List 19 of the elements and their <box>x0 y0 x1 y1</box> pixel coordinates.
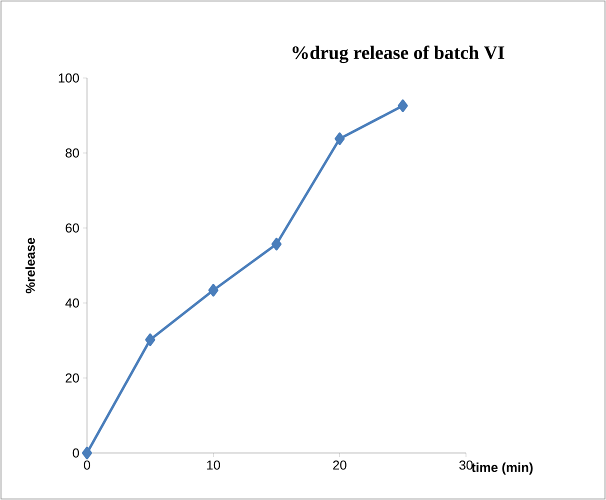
x-tick-label: 30 <box>459 460 473 470</box>
y-axis-title: %release <box>25 238 35 294</box>
y-tick-label: 60 <box>66 223 79 233</box>
point <box>271 238 282 250</box>
y-tick-label: 40 <box>65 298 79 308</box>
point <box>334 132 345 146</box>
point <box>145 333 156 346</box>
y-tick-label: 0 <box>72 448 79 458</box>
point <box>398 99 408 112</box>
y-tick-label: 80 <box>66 148 79 158</box>
point <box>208 284 218 297</box>
y-tick-label: 20 <box>66 373 79 383</box>
x-tick-label: 10 <box>207 460 220 470</box>
x-tick-label: 0 <box>84 460 90 470</box>
y-tick-label: 100 <box>58 73 79 83</box>
point <box>82 446 92 460</box>
chart-title: %drug release of batch VI <box>292 46 504 64</box>
x-axis-title: time (min) <box>472 462 533 475</box>
x-tick-label: 20 <box>333 460 346 470</box>
